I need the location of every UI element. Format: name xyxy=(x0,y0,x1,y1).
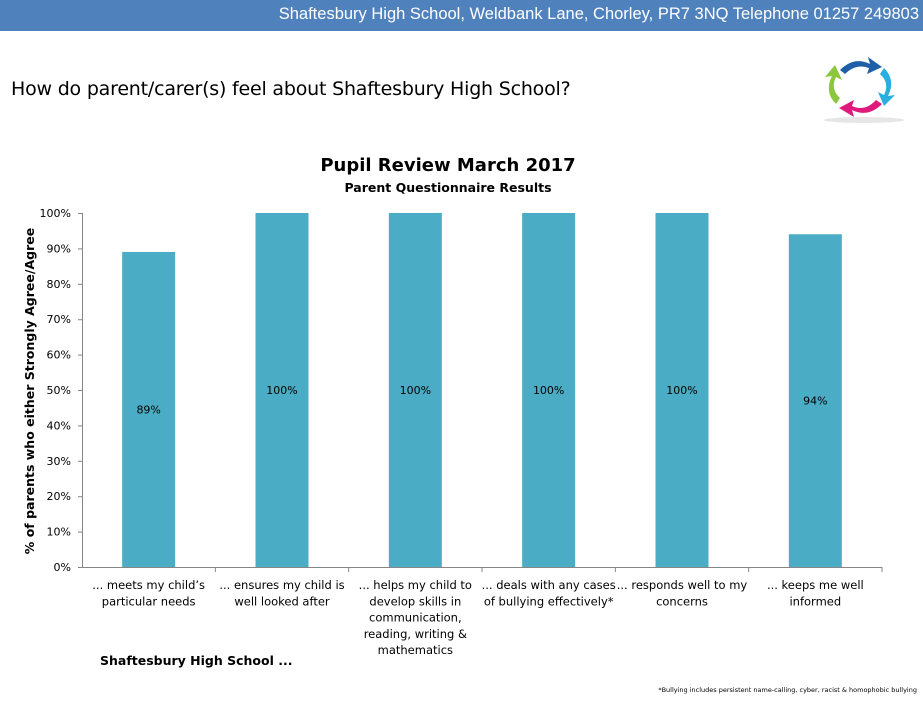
data-label: 100% xyxy=(266,384,297,397)
bars: 89% 100% 100% 100% 100% 94% xyxy=(122,213,842,568)
bar xyxy=(255,213,309,567)
data-label: 100% xyxy=(666,384,697,397)
bar xyxy=(655,213,709,567)
y-tick-label: 30% xyxy=(47,455,71,468)
chart-subtitle: Parent Questionnaire Results xyxy=(344,180,551,195)
y-tick-label: 70% xyxy=(47,313,71,326)
y-tick-label: 20% xyxy=(47,490,71,503)
y-tick-label: 10% xyxy=(47,526,71,539)
x-axis: ... meets my child’s particular needs ... … xyxy=(92,567,883,657)
category-label: ... keeps me well informed xyxy=(767,578,864,608)
category-label: ... meets my child’s particular needs xyxy=(92,578,205,608)
header-bar: Shaftesbury High School, Weldbank Lane, … xyxy=(0,0,923,31)
chart-title: Pupil Review March 2017 xyxy=(320,155,575,176)
bar xyxy=(122,251,176,567)
category-label: ... ensures my child is well looked after xyxy=(219,578,344,608)
category-label: ... helps my child to develop skills in co… xyxy=(359,578,472,657)
y-tick-label: 50% xyxy=(47,384,71,397)
category-label: ... responds well to my concerns xyxy=(617,578,748,608)
data-label: 94% xyxy=(803,395,827,408)
x-axis-label: Shaftesbury High School ... xyxy=(100,653,293,668)
y-tick-label: 60% xyxy=(47,349,71,362)
bar xyxy=(788,234,842,568)
school-contact-text: Shaftesbury High School, Weldbank Lane, … xyxy=(278,5,919,23)
y-tick-label: 90% xyxy=(47,242,71,255)
bar xyxy=(522,213,576,567)
y-axis-label: % of parents who either Strongly Agree/A… xyxy=(22,228,37,554)
data-label: 89% xyxy=(136,403,160,416)
y-tick-label: 40% xyxy=(47,419,71,432)
data-label: 100% xyxy=(533,384,564,397)
bar xyxy=(388,213,442,567)
y-tick-label: 0% xyxy=(54,561,71,574)
data-label: 100% xyxy=(400,384,431,397)
y-tick-label: 100% xyxy=(40,207,71,220)
footnote: *Bullying includes persistent name-calli… xyxy=(658,686,917,694)
page-title: How do parent/carer(s) feel about Shafte… xyxy=(11,78,571,100)
four-arrows-logo-icon xyxy=(824,57,904,123)
category-label: ... deals with any cases of bullying effe… xyxy=(482,578,616,608)
y-tick-label: 80% xyxy=(47,278,71,291)
y-axis: 0% 10% 20% 30% 40% 50% 60% 70% 80% 90% 100% xyxy=(40,207,82,574)
